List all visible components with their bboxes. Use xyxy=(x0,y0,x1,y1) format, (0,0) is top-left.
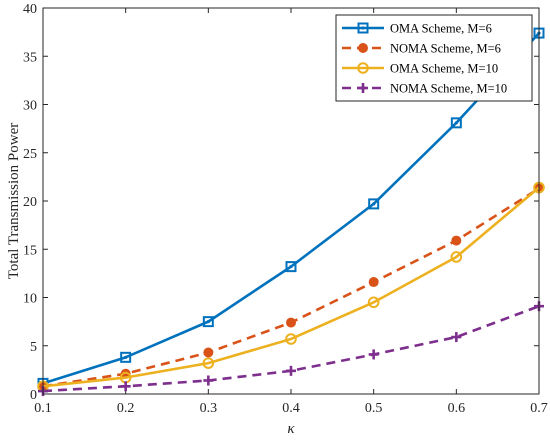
y-tick-label: 10 xyxy=(23,292,37,307)
y-axis-title: Total Transmission Power xyxy=(6,123,22,279)
data-point xyxy=(450,251,463,263)
y-tick-label: 30 xyxy=(23,99,37,114)
x-tick-label: 0.4 xyxy=(282,401,300,416)
y-tick-label: 0 xyxy=(30,388,37,403)
series-layer xyxy=(37,27,545,397)
data-point xyxy=(203,347,214,358)
legend-item-oma-scheme-m-10: OMA Scheme, M=10 xyxy=(342,62,498,76)
legend-label: OMA Scheme, M=10 xyxy=(390,62,498,76)
data-point xyxy=(285,333,297,345)
series-line xyxy=(42,187,540,388)
x-tick-label: 0.1 xyxy=(34,401,52,416)
legend-box xyxy=(335,14,533,102)
data-point xyxy=(202,316,214,328)
legend-item-noma-scheme-m-6: NOMA Scheme, M=6 xyxy=(342,42,501,56)
x-axis-title: κ xyxy=(287,421,295,437)
data-point xyxy=(368,349,379,360)
y-tick-label: 15 xyxy=(23,243,37,258)
legend-label: NOMA Scheme, M=6 xyxy=(390,42,501,56)
data-point xyxy=(286,365,296,376)
y-tick-label: 20 xyxy=(23,195,37,210)
legend-label: NOMA Scheme, M=10 xyxy=(390,82,507,96)
data-point xyxy=(285,261,297,273)
series-oma-scheme-m-6 xyxy=(37,27,545,389)
data-point xyxy=(120,351,132,363)
x-tick-label: 0.6 xyxy=(448,401,466,416)
data-point xyxy=(451,235,462,246)
y-tick-label: 25 xyxy=(23,147,37,162)
data-point xyxy=(202,357,215,369)
legend-item-noma-scheme-m-10: NOMA Scheme, M=10 xyxy=(342,82,507,96)
y-tick-label: 5 xyxy=(30,340,37,355)
legend-marker xyxy=(358,43,368,53)
series-oma-scheme-m-10 xyxy=(37,181,545,393)
legend-items: OMA Scheme, M=6 NOMA Scheme, M=6 OMA Schem… xyxy=(342,22,507,96)
x-tick-label: 0.7 xyxy=(530,401,548,416)
series-line xyxy=(42,186,540,388)
data-point xyxy=(367,296,380,309)
data-point xyxy=(450,117,462,129)
legend-marker xyxy=(357,22,369,34)
x-tick-label: 0.2 xyxy=(117,401,135,416)
data-point xyxy=(451,332,462,343)
legend-label: OMA Scheme, M=6 xyxy=(390,22,492,36)
legend-marker xyxy=(357,62,369,74)
data-point xyxy=(120,381,131,392)
data-point xyxy=(203,375,214,386)
y-tick-label: 35 xyxy=(23,50,37,65)
data-point xyxy=(368,277,379,288)
legend-item-oma-scheme-m-6: OMA Scheme, M=6 xyxy=(342,22,492,36)
legend: OMA Scheme, M=6 NOMA Scheme, M=6 OMA Schem… xyxy=(335,14,533,102)
x-tick-label: 0.3 xyxy=(200,401,218,416)
series-noma-scheme-m-10 xyxy=(38,301,544,397)
y-tick-label: 40 xyxy=(23,2,37,17)
plot-frame xyxy=(42,7,540,395)
legend-marker xyxy=(358,83,368,93)
x-tick-label: 0.5 xyxy=(365,401,383,416)
data-point xyxy=(286,317,296,328)
data-point xyxy=(368,198,380,210)
